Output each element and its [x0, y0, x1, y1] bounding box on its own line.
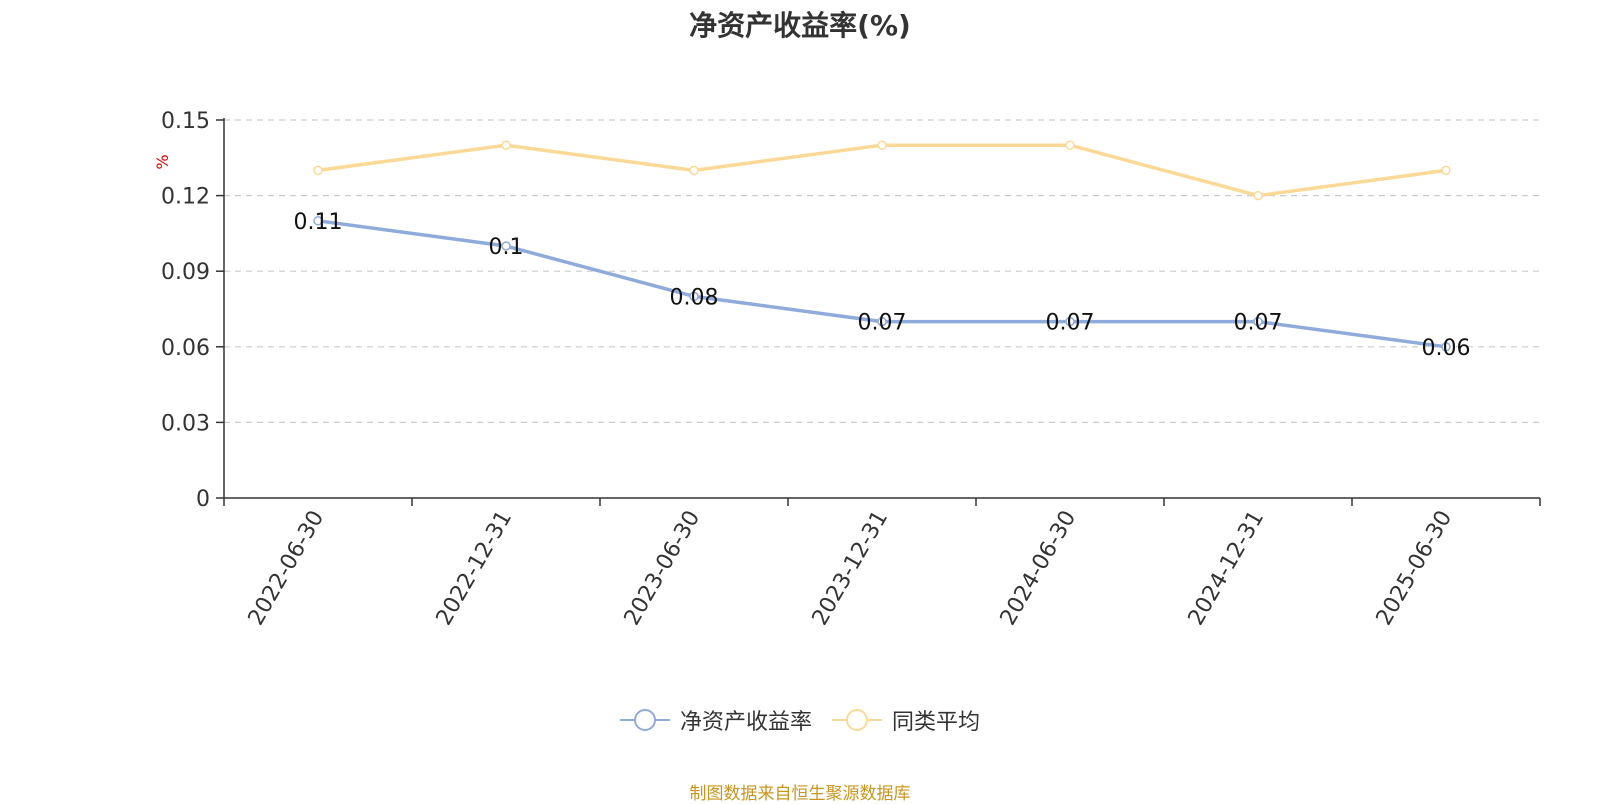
- data-point-avg: [501, 140, 511, 150]
- source-note: 制图数据来自恒生聚源数据库: [689, 784, 911, 804]
- legend-main-circle: [633, 709, 656, 731]
- data-label: 0.08: [670, 285, 719, 310]
- y-axis-unit-label: %: [153, 154, 172, 169]
- legend-label-main: 净资产收益率: [679, 710, 812, 735]
- data-label: 0.11: [294, 210, 343, 235]
- data-point-avg: [1441, 165, 1451, 176]
- x-tick-label: 2023-12-31: [808, 507, 894, 630]
- data-point-main: [313, 216, 323, 226]
- data-label: 0.07: [858, 311, 907, 336]
- data-point-main: [501, 241, 511, 251]
- data-labels: 0.11 0.1 0.08 0.07 0.07 0.07 0.06: [294, 210, 1471, 361]
- data-point-avg: [689, 165, 699, 176]
- legend-label-avg: 同类平均: [892, 710, 981, 735]
- data-label: 0.07: [1234, 311, 1283, 336]
- x-tick-label: 2025-06-30: [1372, 507, 1458, 630]
- y-tick-label: 0.09: [161, 260, 210, 285]
- data-point-main: [877, 316, 887, 327]
- data-label: 0.1: [489, 235, 524, 260]
- data-label: 0.06: [1422, 336, 1471, 361]
- legend: 净资产收益率 同类平均: [0, 704, 1600, 736]
- y-tick-label: 0.15: [161, 109, 210, 134]
- data-point-main: [1253, 316, 1263, 327]
- data-label: 0.07: [1046, 311, 1095, 336]
- y-tick-label: 0.12: [161, 185, 210, 210]
- x-tick-label: 2022-12-31: [432, 507, 518, 630]
- data-point-main: [689, 291, 699, 302]
- y-tick-label: 0.06: [161, 336, 210, 361]
- legend-avg-circle: [846, 709, 868, 731]
- data-point-avg: [313, 165, 323, 176]
- series-line-avg: [317, 143, 1447, 198]
- y-tick-label: 0: [196, 487, 210, 512]
- data-point-avg: [1065, 140, 1075, 150]
- grid-lines: [224, 119, 1540, 423]
- legend-line-circle-icon: [619, 709, 670, 731]
- legend-item-avg[interactable]: 同类平均: [832, 704, 980, 736]
- data-point-avg: [877, 140, 887, 150]
- x-tick-label: 2024-12-31: [1184, 507, 1270, 630]
- x-tick-label: 2023-06-30: [620, 507, 706, 630]
- data-point-main: [1065, 316, 1075, 327]
- data-point-main: [1441, 342, 1451, 352]
- series-lines: [313, 140, 1451, 352]
- legend-line-circle-icon: [832, 709, 882, 731]
- data-point-avg: [1253, 190, 1263, 201]
- chart-title: 净资产收益率(%): [689, 9, 911, 42]
- legend-item-main[interactable]: 净资产收益率: [619, 704, 812, 736]
- y-tick-label: 0.03: [161, 411, 210, 436]
- x-tick-label: 2022-06-30: [244, 507, 330, 630]
- x-tick-label: 2024-06-30: [996, 507, 1082, 630]
